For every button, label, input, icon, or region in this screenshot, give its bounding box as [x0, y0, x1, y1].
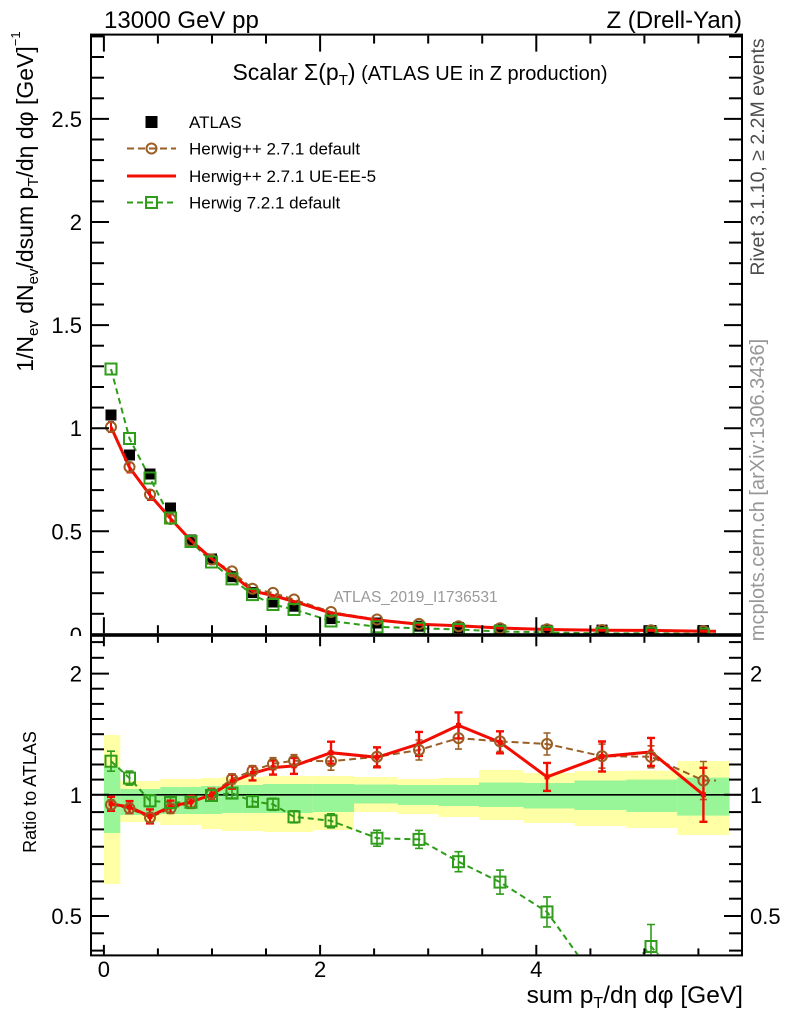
svg-text:2: 2 — [314, 957, 326, 982]
svg-text:2: 2 — [70, 662, 82, 687]
svg-text:1.5: 1.5 — [51, 313, 82, 338]
svg-text:Herwig++ 2.7.1 UE-EE-5: Herwig++ 2.7.1 UE-EE-5 — [189, 167, 376, 186]
svg-text:0.5: 0.5 — [750, 904, 781, 929]
svg-text:2.5: 2.5 — [51, 107, 82, 132]
svg-text:1/Nev dNev/dsum pT/dη dφ [GeV: 1/Nev dNev/dsum pT/dη dφ [GeV]−1 — [8, 31, 42, 371]
svg-text:2: 2 — [750, 662, 762, 687]
svg-text:Rivet 3.1.10, ≥ 2.2M events: Rivet 3.1.10, ≥ 2.2M events — [747, 38, 769, 275]
svg-text:0: 0 — [98, 957, 110, 982]
svg-text:0.5: 0.5 — [51, 519, 82, 544]
svg-text:4: 4 — [530, 957, 542, 982]
svg-text:sum pT/dη dφ [GeV]: sum pT/dη dφ [GeV] — [527, 982, 743, 1012]
svg-text:1: 1 — [70, 783, 82, 808]
svg-text:0: 0 — [70, 623, 82, 648]
svg-text:1: 1 — [70, 416, 82, 441]
svg-text:ATLAS: ATLAS — [189, 113, 242, 132]
svg-text:13000 GeV pp: 13000 GeV pp — [104, 7, 259, 34]
svg-text:Herwig 7.2.1 default: Herwig 7.2.1 default — [189, 194, 340, 213]
svg-text:2: 2 — [70, 210, 82, 235]
svg-text:mcplots.cern.ch [arXiv:1306.34: mcplots.cern.ch [arXiv:1306.3436] — [747, 339, 769, 641]
svg-text:Ratio to ATLAS: Ratio to ATLAS — [20, 731, 40, 853]
svg-text:0.5: 0.5 — [51, 904, 82, 929]
svg-text:ATLAS_2019_I1736531: ATLAS_2019_I1736531 — [333, 589, 497, 606]
svg-text:1: 1 — [750, 783, 762, 808]
svg-text:Z (Drell-Yan): Z (Drell-Yan) — [606, 7, 742, 34]
svg-text:Herwig++ 2.7.1 default: Herwig++ 2.7.1 default — [189, 140, 360, 159]
svg-text:Scalar Σ(pT) (ATLAS UE in Z pr: Scalar Σ(pT) (ATLAS UE in Z production) — [232, 59, 607, 89]
